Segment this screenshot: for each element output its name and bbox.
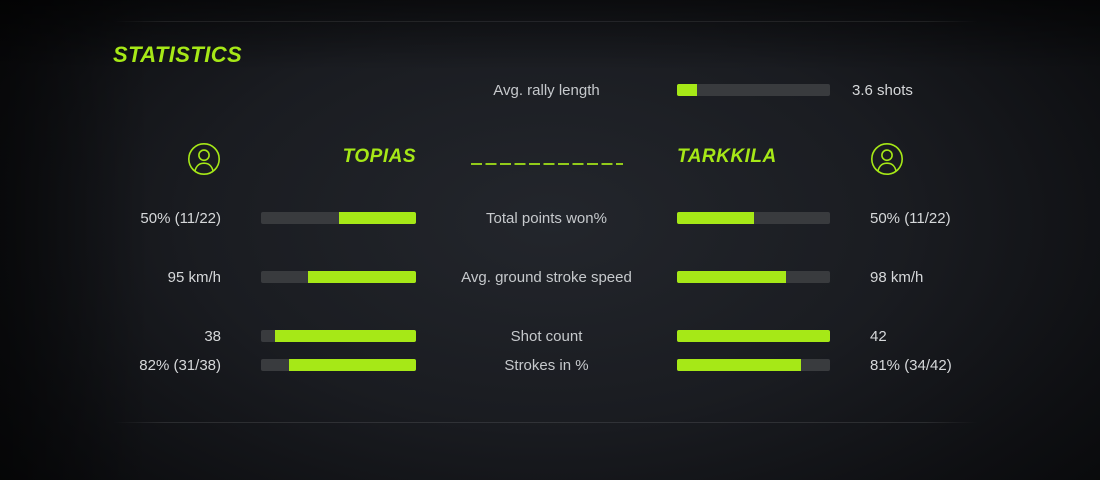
stat-bar-left (261, 359, 416, 371)
player-left-avatar (187, 142, 221, 176)
stat-bar-right-fill (677, 359, 801, 371)
stat-value-left: 82% (31/38) (139, 356, 221, 374)
stat-row-stroke-speed: 95 km/h Avg. ground stroke speed 98 km/h (0, 265, 1100, 289)
stat-value-right: 50% (11/22) (870, 209, 951, 227)
stat-bar-right-fill (677, 271, 786, 283)
stat-bar-left (261, 330, 416, 342)
stat-value-left: 50% (11/22) (140, 209, 221, 227)
stat-bar-right (677, 212, 830, 224)
stat-bar-left-fill (307, 271, 416, 283)
summary-row: Avg. rally length 3.6 shots (0, 78, 1100, 102)
stat-row-total-points: 50% (11/22) Total points won% 50% (11/22… (0, 206, 1100, 230)
stat-value-right: 81% (34/42) (870, 356, 952, 374)
stat-bar-right-fill (677, 212, 754, 224)
summary-value: 3.6 shots (852, 81, 913, 99)
stat-bar-left-fill (288, 359, 416, 371)
player-left-name: TOPIAS (342, 146, 416, 167)
summary-bar-fill (677, 84, 697, 96)
stat-bar-right (677, 359, 830, 371)
stat-label: Shot count (510, 327, 583, 345)
stat-label: Total points won% (486, 209, 607, 227)
top-divider (113, 21, 978, 22)
person-circle-icon (871, 143, 903, 175)
player-right-avatar (870, 142, 904, 176)
stat-row-shot-count: 38 Shot count 42 (0, 324, 1100, 348)
stat-bar-left (261, 212, 416, 224)
players-header: TOPIAS TARKKILA (0, 141, 1100, 177)
stat-bar-left (261, 271, 416, 283)
bottom-divider (113, 422, 978, 423)
players-dashed-divider (470, 163, 623, 165)
person-circle-icon (188, 143, 220, 175)
stat-value-right: 42 (870, 327, 887, 345)
stat-bar-left-fill (338, 212, 416, 224)
stat-bar-left-fill (274, 330, 416, 342)
stat-bar-right (677, 330, 830, 342)
player-right-name: TARKKILA (677, 146, 777, 167)
stat-bar-right-fill (677, 330, 830, 342)
page-title: STATISTICS (113, 42, 243, 67)
summary-bar (677, 84, 830, 96)
stat-value-left: 95 km/h (167, 268, 221, 286)
summary-label: Avg. rally length (493, 81, 600, 99)
stat-label: Strokes in % (504, 356, 589, 374)
stat-value-right: 98 km/h (870, 268, 924, 286)
stat-label: Avg. ground stroke speed (461, 268, 632, 286)
stat-row-strokes-in: 82% (31/38) Strokes in % 81% (34/42) (0, 353, 1100, 377)
stat-value-left: 38 (204, 327, 221, 345)
stat-bar-right (677, 271, 830, 283)
